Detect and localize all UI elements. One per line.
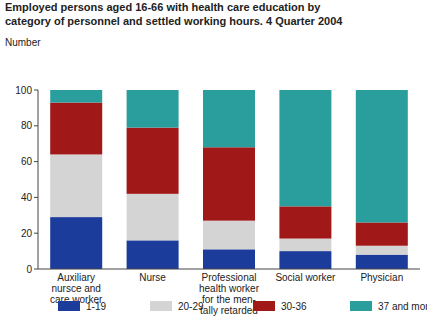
bar-segment xyxy=(50,217,102,269)
title: Employed persons aged 16-66 with health … xyxy=(5,1,343,27)
y-tick-label: 60 xyxy=(21,156,33,167)
bar-segment xyxy=(127,128,179,194)
bar-segment xyxy=(127,194,179,241)
bar-segment xyxy=(279,239,331,252)
legend-label: 37 and more xyxy=(378,301,427,312)
legend-swatch xyxy=(58,301,80,311)
bars xyxy=(50,90,408,269)
bar-segment xyxy=(50,90,102,103)
bar-segment xyxy=(279,206,331,238)
x-tick-line: Social worker xyxy=(275,272,336,283)
y-tick-label: 40 xyxy=(21,192,33,203)
bar-segment xyxy=(356,255,408,269)
y-axis xyxy=(38,90,39,269)
bar-segment xyxy=(127,90,179,128)
x-tick-label: Physician xyxy=(360,272,403,283)
y-tick xyxy=(34,161,38,162)
bar-segment xyxy=(203,249,255,269)
x-tick-line: Auxiliary xyxy=(57,272,95,283)
y-label: Number xyxy=(5,37,41,48)
x-tick-label: Nurse xyxy=(139,272,166,283)
legend-label: 20-29 xyxy=(178,301,204,312)
x-tick-line: Nurse xyxy=(139,272,166,283)
legend-label: 1-19 xyxy=(86,301,106,312)
x-tick-line: Professional xyxy=(201,272,256,283)
x-tick-label: Professionalhealth workerfor the men-tal… xyxy=(199,272,260,316)
legend-swatch xyxy=(253,301,275,311)
x-tick-line: health worker xyxy=(199,283,260,294)
bar-segment xyxy=(356,246,408,255)
y-tick xyxy=(34,269,38,270)
title-line: category of personnel and settled workin… xyxy=(5,15,343,27)
bar-segment xyxy=(127,240,179,269)
y-tick-label: 100 xyxy=(15,85,32,96)
x-tick-line: Physician xyxy=(360,272,403,283)
bar-segment xyxy=(356,90,408,222)
bar-segment xyxy=(203,221,255,250)
chart: Employed persons aged 16-66 with health … xyxy=(0,0,427,320)
bar-segment xyxy=(279,251,331,269)
x-tick-line: tally retarded xyxy=(200,305,258,316)
x-tick-line: nursce and xyxy=(51,283,100,294)
legend-label: 30-36 xyxy=(281,301,307,312)
x-axis xyxy=(38,269,420,270)
bar-segment xyxy=(203,90,255,147)
bar-segment xyxy=(50,154,102,217)
y-tick xyxy=(34,197,38,198)
y-tick-label: 0 xyxy=(26,264,32,275)
bar-segment xyxy=(50,103,102,155)
bar-segment xyxy=(279,90,331,206)
y-tick xyxy=(34,90,38,91)
y-tick-label: 20 xyxy=(21,228,33,239)
title-line: Employed persons aged 16-66 with health … xyxy=(5,1,321,13)
y-tick xyxy=(34,125,38,126)
legend-swatch xyxy=(150,301,172,311)
x-tick-label: Social worker xyxy=(275,272,336,283)
y-tick-label: 80 xyxy=(21,120,33,131)
bar-segment xyxy=(356,222,408,245)
x-tick-line: for the men- xyxy=(202,294,256,305)
bar-segment xyxy=(203,147,255,220)
legend-swatch xyxy=(350,301,372,311)
y-tick xyxy=(34,233,38,234)
